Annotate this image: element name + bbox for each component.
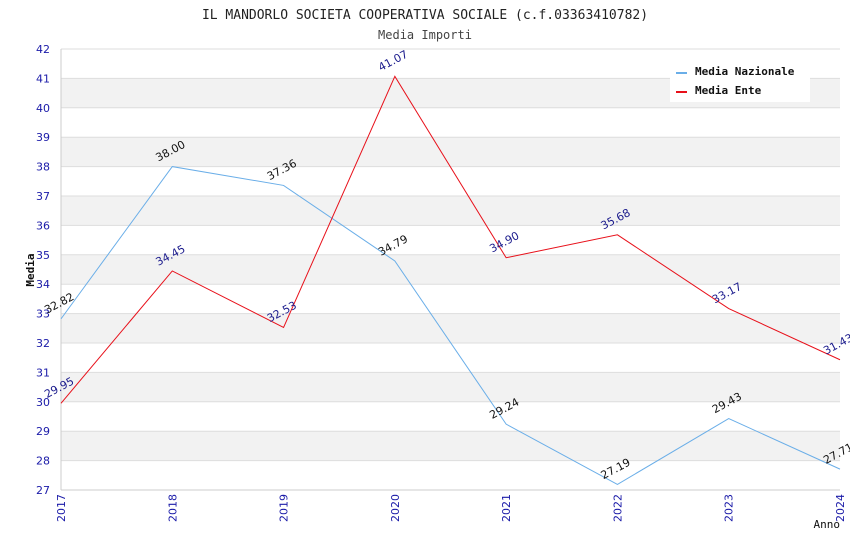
grid-band — [61, 313, 840, 343]
y-tick-label: 40 — [36, 102, 50, 115]
grid-band — [61, 284, 840, 314]
grid-band — [61, 401, 840, 432]
x-tick-label: 2024 — [834, 494, 847, 522]
grid-band — [61, 460, 840, 490]
y-tick-label: 27 — [36, 484, 50, 497]
x-axis-label: Anno — [814, 518, 841, 531]
x-tick-label: 2022 — [611, 494, 624, 522]
x-tick-label: 2017 — [55, 494, 68, 522]
y-tick-label: 38 — [36, 161, 50, 174]
x-tick-label: 2021 — [500, 494, 513, 522]
legend: Media Nazionale Media Ente — [670, 60, 810, 102]
y-axis-label: Media — [24, 253, 37, 286]
y-tick-label: 32 — [36, 337, 50, 350]
y-tick-label: 35 — [36, 249, 50, 262]
grid-band — [61, 137, 840, 167]
x-axis-ticks: 2017 2018 2019 2020 2021 2022 2023 2024 — [55, 494, 847, 522]
grid-bands — [60, 48, 840, 491]
series-line-media-nazionale — [60, 166, 841, 485]
y-tick-label: 28 — [36, 455, 50, 468]
grid-band — [61, 431, 840, 461]
x-tick-label: 2023 — [723, 494, 736, 522]
chart-subtitle: Media Importi — [378, 28, 472, 42]
x-tick-label: 2020 — [389, 494, 402, 522]
y-tick-label: 41 — [36, 72, 50, 85]
y-tick-label: 30 — [36, 396, 50, 409]
grid-band — [61, 372, 840, 402]
series-lines — [60, 75, 841, 485]
legend-label-media-ente: Media Ente — [695, 84, 762, 97]
grid-band — [61, 166, 840, 196]
y-tick-label: 37 — [36, 190, 50, 203]
y-tick-label: 39 — [36, 131, 50, 144]
grid-band — [61, 343, 840, 373]
grid-band — [61, 196, 840, 226]
y-axis-ticks: 27 28 29 30 31 32 33 34 35 36 37 38 39 40 41 42 — [36, 43, 50, 497]
legend-box — [670, 60, 810, 102]
legend-label-media-nazionale: Media Nazionale — [695, 65, 795, 78]
x-tick-label: 2019 — [278, 494, 291, 522]
y-tick-label: 31 — [36, 366, 50, 379]
x-tick-label: 2018 — [166, 494, 179, 522]
grid-band — [61, 254, 840, 285]
series-line-media-ente — [60, 75, 841, 404]
y-tick-label: 36 — [36, 219, 50, 232]
grid-band — [61, 107, 840, 138]
y-tick-label: 29 — [36, 425, 50, 438]
y-tick-label: 42 — [36, 43, 50, 56]
chart-title: IL MANDORLO SOCIETA COOPERATIVA SOCIALE … — [202, 8, 648, 23]
y-tick-label: 34 — [36, 278, 50, 291]
grid-band — [61, 225, 840, 255]
y-tick-label: 33 — [36, 308, 50, 321]
